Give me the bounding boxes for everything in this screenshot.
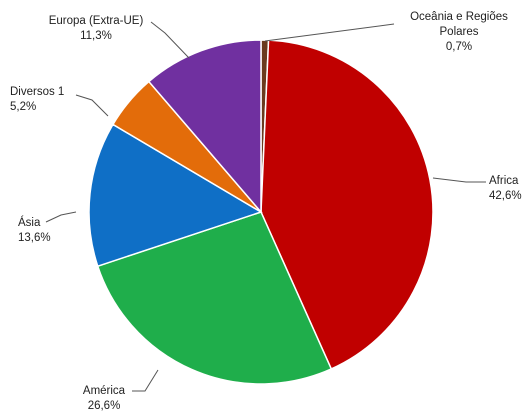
slice-label-asia: Ásia 13,6% bbox=[18, 216, 51, 244]
leader-line-africa bbox=[432, 177, 486, 183]
leader-lines bbox=[45, 21, 486, 392]
slice-value-europa: 11,3% bbox=[80, 30, 112, 42]
pie-slice-america bbox=[96, 211, 333, 385]
slice-label-europa: Europa (Extra-UE) 11,3% bbox=[49, 15, 144, 42]
slice-name-europa: Europa (Extra-UE) bbox=[49, 15, 144, 27]
slice-name-oceania: Polares bbox=[440, 26, 479, 38]
slice-value-oceania: 0,7% bbox=[446, 41, 472, 53]
slice-label-america: América 26,6% bbox=[83, 385, 126, 412]
leader-line-oceania bbox=[264, 23, 395, 42]
slice-name-africa: Africa bbox=[489, 175, 519, 187]
pie-slice-europa bbox=[147, 39, 262, 215]
slice-name-oceania: Oceânia e Regiões bbox=[410, 11, 508, 23]
slice-value-asia: 13,6% bbox=[18, 232, 51, 244]
leader-line-asia bbox=[45, 211, 77, 223]
leader-line-diversos bbox=[75, 94, 109, 117]
slice-label-africa: Africa 42,6% bbox=[489, 175, 522, 202]
leader-line-europa bbox=[150, 21, 190, 59]
slice-labels: Oceânia e Regiões Polares 0,7%Africa 42,6%A… bbox=[10, 11, 522, 412]
slice-name-asia: Ásia bbox=[18, 216, 41, 229]
pie-slice-africa bbox=[260, 39, 434, 370]
slice-value-africa: 42,6% bbox=[489, 190, 522, 202]
slice-value-america: 26,6% bbox=[88, 400, 121, 412]
pie-slice-asia bbox=[88, 123, 263, 268]
slice-name-america: América bbox=[83, 385, 126, 397]
slice-value-diversos: 5,2% bbox=[10, 101, 36, 113]
slice-name-diversos: Diversos 1 bbox=[10, 86, 64, 98]
leader-line-america bbox=[132, 369, 159, 392]
slice-label-diversos: Diversos 1 5,2% bbox=[10, 86, 64, 113]
slice-label-oceania: Oceânia e Regiões Polares 0,7% bbox=[410, 11, 508, 53]
pie-slices bbox=[88, 39, 434, 385]
